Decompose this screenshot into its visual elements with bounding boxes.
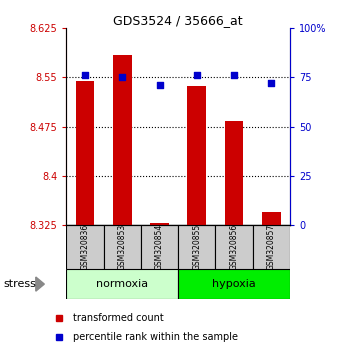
- Text: GSM320855: GSM320855: [192, 224, 201, 270]
- Bar: [178, 269, 290, 299]
- Text: GSM320857: GSM320857: [267, 224, 276, 270]
- Bar: [216, 225, 253, 269]
- Point: [268, 80, 274, 86]
- Point: [231, 73, 237, 78]
- Title: GDS3524 / 35666_at: GDS3524 / 35666_at: [113, 14, 243, 27]
- Bar: [253, 225, 290, 269]
- Text: GSM320856: GSM320856: [229, 224, 238, 270]
- Text: GSM320836: GSM320836: [80, 224, 90, 270]
- Bar: [225, 121, 243, 225]
- Point: [83, 73, 88, 78]
- Text: normoxia: normoxia: [96, 279, 148, 289]
- Bar: [150, 223, 169, 225]
- Text: GSM320854: GSM320854: [155, 224, 164, 270]
- Text: stress: stress: [3, 279, 36, 289]
- Text: transformed count: transformed count: [74, 313, 164, 322]
- Bar: [66, 225, 104, 269]
- Text: GSM320853: GSM320853: [118, 224, 127, 270]
- Text: hypoxia: hypoxia: [212, 279, 256, 289]
- Point: [194, 73, 199, 78]
- Bar: [66, 269, 178, 299]
- Bar: [104, 225, 141, 269]
- Bar: [113, 55, 132, 225]
- Bar: [141, 225, 178, 269]
- Bar: [178, 225, 216, 269]
- Bar: [76, 81, 94, 225]
- Bar: [188, 86, 206, 225]
- Point: [157, 82, 162, 88]
- Bar: [262, 212, 281, 225]
- Point: [120, 75, 125, 80]
- Text: percentile rank within the sample: percentile rank within the sample: [74, 332, 238, 342]
